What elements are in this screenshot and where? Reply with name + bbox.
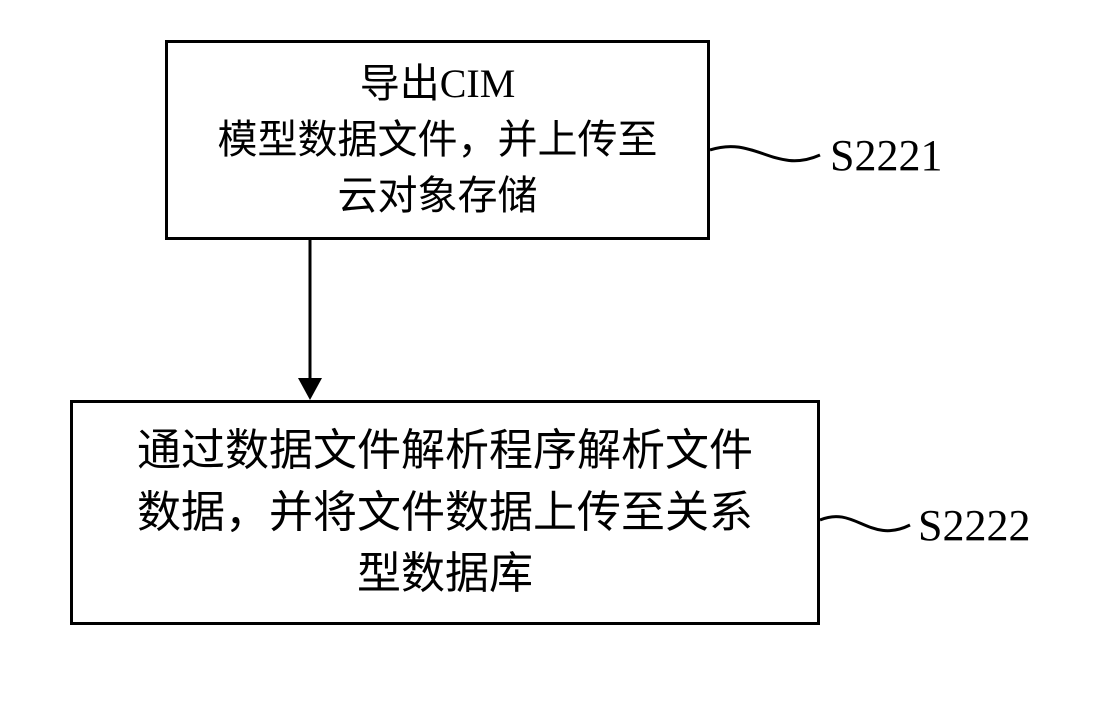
box-2-text: 通过数据文件解析程序解析文件 数据，并将文件数据上传至关系 型数据库 bbox=[137, 420, 753, 605]
step-label-2: S2222 bbox=[918, 500, 1030, 551]
box-1-text: 导出CIM 模型数据文件，并上传至 云对象存储 bbox=[218, 56, 658, 224]
flowchart-box-2: 通过数据文件解析程序解析文件 数据，并将文件数据上传至关系 型数据库 bbox=[70, 400, 820, 625]
label-2-connector bbox=[820, 495, 920, 550]
step-label-1: S2221 bbox=[830, 130, 942, 181]
flowchart-container: 导出CIM 模型数据文件，并上传至 云对象存储 通过数据文件解析程序解析文件 数… bbox=[0, 0, 1110, 720]
label-1-connector bbox=[710, 125, 830, 185]
flowchart-box-1: 导出CIM 模型数据文件，并上传至 云对象存储 bbox=[165, 40, 710, 240]
arrow-connector bbox=[280, 240, 340, 405]
